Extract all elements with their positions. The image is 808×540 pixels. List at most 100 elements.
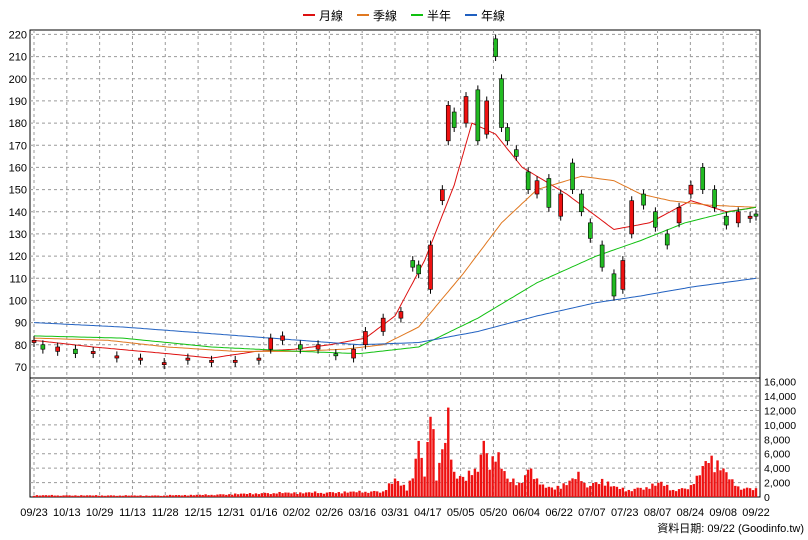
volume-bar (349, 491, 352, 497)
volume-bar (452, 471, 456, 497)
volume-bar (408, 480, 411, 497)
volume-bar (53, 495, 56, 497)
legend-item-year: 年線 (465, 6, 505, 24)
x-tick-label: 11/28 (152, 507, 179, 519)
volume-bar (695, 475, 699, 497)
volume-bar (186, 495, 190, 497)
price-tick-label: 120 (9, 251, 27, 263)
candle-body (514, 149, 519, 157)
candle-body (484, 100, 490, 135)
volume-bar (754, 488, 758, 497)
volume-bar (284, 492, 287, 497)
volume-bar (195, 494, 198, 497)
volume-bar (136, 495, 139, 497)
candle-body (398, 311, 404, 319)
volume-bar (239, 493, 243, 497)
volume-bar (470, 475, 474, 497)
price-tick-label: 160 (9, 162, 27, 174)
volume-bar (668, 490, 672, 497)
volume-tick-label: 2,000 (764, 478, 790, 490)
volume-bar (364, 491, 367, 497)
volume-bar (692, 484, 696, 497)
volume-bar (485, 453, 488, 497)
candle-body (546, 178, 552, 208)
candle-body (410, 260, 416, 268)
volume-bar (671, 489, 675, 497)
candle-body (445, 105, 451, 142)
volume-bar (118, 495, 122, 497)
volume-bar (450, 459, 453, 497)
volume-bar (325, 492, 329, 497)
volume-tick-label: 16,000 (764, 377, 796, 389)
x-tick-label: 04/17 (414, 507, 442, 519)
volume-bar (574, 479, 577, 497)
volume-bar (62, 495, 65, 497)
legend-label-year: 年線 (481, 8, 506, 23)
volume-bar (707, 463, 710, 497)
legend-swatch-halfyear (411, 14, 423, 16)
volume-bar (367, 492, 370, 497)
x-tick-label: 08/07 (644, 507, 672, 519)
volume-bar (222, 494, 225, 497)
volume-bar (103, 495, 107, 497)
volume-bar (488, 469, 491, 497)
volume-bar (231, 494, 234, 497)
volume-bar (213, 495, 216, 497)
volume-bar (174, 495, 178, 497)
candle-body (599, 244, 605, 268)
price-tick-label: 130 (9, 229, 27, 241)
volume-bar (476, 471, 480, 497)
volume-bar (343, 491, 346, 497)
volume-bar (41, 495, 45, 497)
volume-bar (633, 488, 636, 497)
volume-bar (376, 491, 379, 497)
volume-bar (589, 485, 592, 497)
volume-tick-label: 10,000 (764, 420, 796, 432)
candle-body (753, 213, 759, 217)
volume-bar (698, 475, 701, 497)
volume-bar (597, 484, 601, 497)
volume-bar (482, 440, 485, 497)
candle-body (664, 233, 670, 246)
volume-bar (447, 407, 450, 497)
volume-bar (236, 494, 240, 497)
volume-bar (512, 478, 515, 497)
volume-bar (660, 481, 663, 497)
volume-bar (742, 488, 746, 497)
volume-bar (494, 461, 497, 497)
volume-bar (636, 487, 639, 497)
candle-body (73, 348, 78, 354)
volume-bar (361, 492, 364, 497)
legend-label-quarter: 季線 (372, 8, 397, 23)
candle-body (114, 355, 120, 359)
volume-bar (384, 490, 388, 497)
volume-bar (559, 488, 562, 497)
volume-bar (639, 487, 642, 497)
volume-bar (621, 487, 625, 497)
volume-bar (115, 495, 119, 497)
volume-bar (550, 487, 554, 497)
price-tick-label: 220 (9, 29, 27, 41)
volume-bar (310, 492, 314, 497)
x-tick-label: 10/13 (53, 507, 81, 519)
volume-bar (322, 493, 326, 497)
candle-body (298, 344, 303, 350)
volume-bar (734, 485, 737, 497)
volume-bar (100, 495, 104, 497)
x-tick-label: 10/29 (86, 507, 114, 519)
x-tick-label: 03/31 (381, 507, 409, 519)
volume-bar (94, 495, 98, 497)
volume-bar (86, 495, 89, 497)
volume-bar (313, 491, 317, 497)
plot-frame (29, 29, 761, 498)
x-tick-label: 09/22 (742, 507, 770, 519)
volume-bar (562, 483, 565, 497)
candle-body (315, 344, 321, 350)
volume-bar (281, 493, 284, 497)
candle-body (90, 351, 96, 354)
volume-bar (204, 494, 207, 497)
volume-bar (133, 495, 136, 497)
volume-bar (503, 471, 506, 497)
volume-bar (677, 489, 681, 497)
volume-bar (420, 457, 423, 497)
